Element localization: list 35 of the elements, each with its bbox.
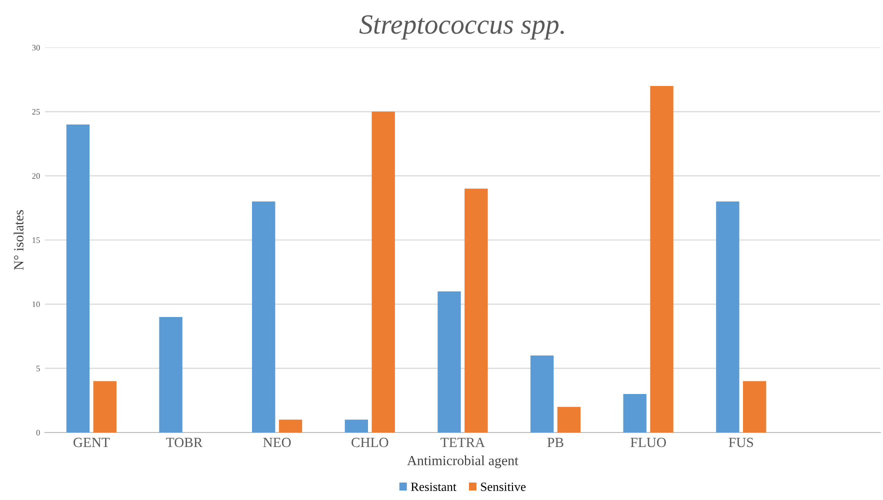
bar xyxy=(66,124,90,432)
bar xyxy=(742,381,766,432)
bar xyxy=(278,420,302,432)
y-tick-label: 5 xyxy=(36,366,40,372)
legend-label: Sensitive xyxy=(481,482,526,492)
x-axis-title: Antimicrobial agent xyxy=(407,456,518,468)
x-tick-label: TOBR xyxy=(166,438,203,448)
x-tick-label: NEO xyxy=(263,438,291,448)
bar xyxy=(464,188,488,432)
bar xyxy=(650,86,674,432)
y-tick-label: 30 xyxy=(32,44,40,50)
chart-title: Streptococcus spp. xyxy=(359,15,564,40)
bar xyxy=(159,317,182,432)
x-tick-label: FUS xyxy=(728,438,754,448)
x-tick-label: CHLO xyxy=(352,438,388,448)
y-tick-label: 0 xyxy=(36,430,40,436)
y-tick-label: 15 xyxy=(32,237,40,243)
bar xyxy=(530,356,554,432)
x-tick-label: TETRA xyxy=(440,438,485,447)
bar xyxy=(716,202,740,432)
bar xyxy=(93,381,116,432)
x-tick-label: GENT xyxy=(73,438,110,448)
bar xyxy=(344,420,368,432)
bar xyxy=(557,406,581,432)
y-tick-label: 10 xyxy=(32,302,40,308)
bar xyxy=(438,291,461,432)
x-tick-label: PB xyxy=(547,438,564,448)
legend-label: Resistant xyxy=(410,482,456,492)
x-tick-label: FLUO xyxy=(630,438,666,448)
bar xyxy=(252,202,276,432)
y-tick-label: 20 xyxy=(32,173,40,179)
y-tick-label: 25 xyxy=(32,109,40,115)
y-axis-title: N° isolates xyxy=(14,210,24,270)
bar xyxy=(623,394,646,432)
bar xyxy=(372,112,395,432)
